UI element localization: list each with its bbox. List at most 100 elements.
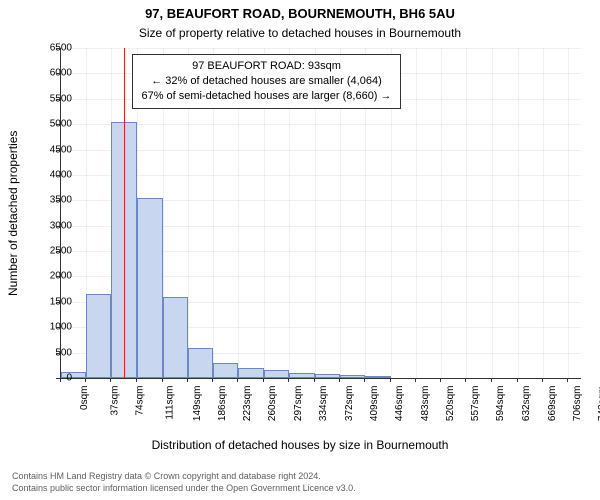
y-tick-mark [56,302,60,303]
attribution-line: Contains HM Land Registry data © Crown c… [12,470,356,482]
y-tick-label: 1000 [32,322,72,333]
gridline-h [61,48,581,49]
chart-subtitle: Size of property relative to detached ho… [0,26,600,40]
y-tick-mark [56,200,60,201]
x-tick-label: 446sqm [394,386,405,422]
y-tick-mark [56,150,60,151]
x-tick-mark [390,378,391,382]
figure: { "title": { "text": "97, BEAUFORT ROAD,… [0,0,600,500]
x-tick-mark [542,378,543,382]
gridline-v [568,48,569,378]
x-tick-mark [567,378,568,382]
x-tick-label: 297sqm [293,386,304,422]
attribution-line: Contains public sector information licen… [12,482,356,494]
info-box-line: ← 32% of detached houses are smaller (4,… [141,74,391,89]
histogram-bar [188,348,213,378]
y-tick-label: 4500 [32,144,72,155]
y-tick-mark [56,327,60,328]
x-tick-label: 669sqm [547,386,558,422]
gridline-v [416,48,417,378]
x-tick-mark [187,378,188,382]
x-tick-mark [364,378,365,382]
x-tick-label: 409sqm [369,386,380,422]
x-tick-mark [263,378,264,382]
x-tick-label: 149sqm [192,386,203,422]
gridline-h [61,175,581,176]
histogram-bar [238,368,263,378]
histogram-bar [264,370,289,378]
x-tick-mark [162,378,163,382]
info-box: 97 BEAUFORT ROAD: 93sqm← 32% of detached… [132,54,400,109]
y-tick-mark [56,124,60,125]
y-tick-mark [56,276,60,277]
x-tick-mark [85,378,86,382]
y-tick-mark [56,99,60,100]
y-tick-label: 2500 [32,246,72,257]
y-tick-mark [56,175,60,176]
histogram-bar [163,297,188,378]
x-tick-mark [110,378,111,382]
y-tick-mark [56,353,60,354]
x-tick-mark [212,378,213,382]
y-tick-label: 5000 [32,119,72,130]
gridline-v [518,48,519,378]
x-tick-mark [339,378,340,382]
x-tick-mark [237,378,238,382]
y-tick-label: 5500 [32,93,72,104]
reference-line [124,48,125,378]
x-tick-mark [288,378,289,382]
gridline-v [466,48,467,378]
histogram-bar [365,376,390,378]
y-tick-label: 0 [32,373,72,384]
gridline-h [61,124,581,125]
x-tick-mark [440,378,441,382]
histogram-bar [86,294,111,378]
y-tick-mark [56,226,60,227]
x-tick-label: 260sqm [268,386,279,422]
histogram-bar [315,374,340,378]
info-box-line: 97 BEAUFORT ROAD: 93sqm [141,59,391,74]
x-tick-label: 111sqm [164,386,175,420]
y-tick-label: 1500 [32,296,72,307]
y-tick-label: 2000 [32,271,72,282]
y-tick-label: 3000 [32,220,72,231]
histogram-bar [289,373,315,378]
x-tick-label: 372sqm [344,386,355,422]
x-tick-mark [60,378,61,382]
y-tick-label: 6500 [32,43,72,54]
x-tick-mark [136,378,137,382]
y-tick-label: 6000 [32,68,72,79]
x-tick-mark [491,378,492,382]
x-tick-label: 37sqm [110,386,121,416]
x-tick-label: 74sqm [135,386,146,416]
y-tick-mark [56,251,60,252]
gridline-v [543,48,544,378]
x-tick-label: 483sqm [420,386,431,422]
attribution-text: Contains HM Land Registry data © Crown c… [12,470,356,494]
x-tick-label: 594sqm [495,386,506,422]
gridline-v [441,48,442,378]
x-axis-label: Distribution of detached houses by size … [0,438,600,452]
x-tick-label: 557sqm [470,386,481,422]
histogram-bar [213,363,238,378]
x-tick-mark [465,378,466,382]
x-tick-label: 0sqm [79,386,90,410]
x-tick-label: 632sqm [521,386,532,422]
histogram-bar [137,198,163,378]
y-tick-label: 500 [32,347,72,358]
x-tick-mark [415,378,416,382]
x-tick-mark [314,378,315,382]
y-tick-label: 4000 [32,169,72,180]
x-tick-label: 223sqm [242,386,253,422]
y-axis-label: Number of detached properties [6,130,20,295]
plot-area: 97 BEAUFORT ROAD: 93sqm← 32% of detached… [60,48,581,379]
chart-title: 97, BEAUFORT ROAD, BOURNEMOUTH, BH6 5AU [0,6,600,21]
gridline-h [61,150,581,151]
x-tick-label: 520sqm [445,386,456,422]
y-tick-mark [56,73,60,74]
x-tick-label: 334sqm [318,386,329,422]
x-tick-label: 706sqm [572,386,583,422]
histogram-bar [340,375,365,378]
info-box-line: 67% of semi-detached houses are larger (… [141,89,391,104]
gridline-v [492,48,493,378]
